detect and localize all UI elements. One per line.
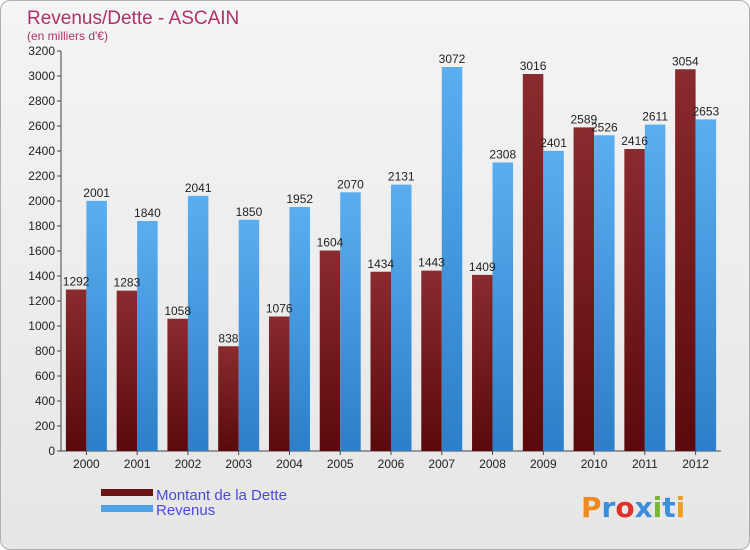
bar-dette: [522, 74, 544, 451]
data-label-revenus: 2611: [642, 110, 668, 124]
y-tick-label: 3200: [28, 44, 55, 58]
bar-revenus: [187, 195, 209, 451]
x-tick-label: 2009: [530, 457, 557, 471]
bar-dette: [624, 149, 645, 451]
axes: 0 200 400 600 800 1000 1200 1400 1600 1800 2000 220…: [28, 44, 721, 471]
y-tick-label: 1000: [28, 319, 55, 333]
data-label-dette: 3016: [520, 59, 547, 73]
bar-dette: [116, 290, 138, 451]
data-label-revenus: 1952: [286, 192, 313, 206]
x-tick-label: 2000: [73, 457, 100, 471]
bar-dette: [268, 316, 290, 451]
bar-revenus: [492, 162, 514, 451]
x-tick-label: 2012: [682, 457, 709, 471]
bar-dette: [472, 274, 493, 451]
bar-dette: [167, 318, 188, 451]
data-label-dette: 1058: [164, 304, 191, 318]
x-tick-label: 2005: [327, 457, 354, 471]
y-tick-label: 0: [48, 444, 55, 458]
data-label-revenus: 2526: [591, 120, 618, 134]
data-label-revenus: 3072: [439, 52, 466, 66]
data-label-dette: 1409: [469, 260, 496, 274]
bar-dette: [675, 69, 696, 451]
data-label-dette: 1443: [418, 256, 445, 270]
legend-swatch-dette: [101, 489, 153, 496]
data-label-dette: 1283: [114, 276, 141, 290]
chart-title: Revenus/Dette - ASCAIN: [27, 8, 239, 29]
y-tick-label: 1400: [28, 269, 55, 283]
legend: Montant de la Dette Revenus: [101, 487, 287, 519]
x-tick-label: 2004: [276, 457, 303, 471]
chart-subtitle: (en milliers d'€): [27, 29, 108, 43]
data-label-revenus: 2070: [337, 177, 364, 191]
bar-revenus: [340, 192, 361, 451]
bar-revenus: [695, 119, 717, 451]
x-tick-label: 2008: [479, 457, 506, 471]
x-tick-label: 2001: [124, 457, 151, 471]
bar-dette: [370, 271, 391, 451]
bar-revenus: [238, 219, 260, 451]
y-tick-label: 1200: [28, 294, 55, 308]
data-label-dette: 1434: [367, 257, 394, 271]
bar-revenus: [289, 207, 310, 451]
y-tick-label: 2600: [28, 119, 55, 133]
data-label-dette: 2589: [570, 112, 597, 126]
bar-dette: [319, 250, 341, 451]
x-tick-label: 2007: [428, 457, 455, 471]
bar-revenus: [391, 184, 412, 451]
data-label-revenus: 2131: [388, 170, 415, 184]
legend-label-dette: Montant de la Dette: [156, 487, 287, 504]
bar-dette: [65, 289, 87, 451]
data-label-revenus: 2653: [693, 104, 720, 118]
y-tick-label: 800: [35, 344, 55, 358]
x-tick-label: 2006: [378, 457, 405, 471]
bar-revenus: [137, 221, 158, 451]
bar-revenus: [86, 200, 107, 451]
x-tick-label: 2002: [175, 457, 202, 471]
proxiti-logo: Proxiti: [581, 491, 685, 524]
bars: [65, 67, 717, 451]
bar-revenus: [441, 67, 463, 451]
y-tick-label: 400: [35, 394, 55, 408]
y-tick-label: 600: [35, 369, 55, 383]
data-label-revenus: 2401: [540, 136, 567, 150]
proxiti-logo-text: Proxiti: [581, 491, 685, 524]
bar-dette: [573, 127, 595, 451]
legend-swatch-revenus: [101, 505, 153, 512]
data-label-dette: 838: [218, 331, 238, 345]
x-tick-label: 2003: [225, 457, 252, 471]
x-tick-label: 2010: [581, 457, 608, 471]
bar-revenus: [594, 135, 615, 451]
y-tick-label: 2800: [28, 94, 55, 108]
bar-dette: [421, 270, 442, 451]
y-tick-label: 2000: [28, 194, 55, 208]
data-label-revenus: 1840: [134, 206, 161, 220]
data-label-dette: 1292: [63, 275, 90, 289]
data-label-revenus: 1850: [236, 205, 263, 219]
data-label-dette: 3054: [672, 54, 699, 68]
data-label-revenus: 2041: [185, 181, 212, 195]
bar-revenus: [644, 124, 666, 451]
y-tick-label: 2200: [28, 169, 55, 183]
data-label-dette: 1076: [266, 302, 293, 316]
y-tick-label: 3000: [28, 69, 55, 83]
data-label-dette: 1604: [317, 236, 344, 250]
data-label-revenus: 2001: [83, 186, 110, 200]
y-tick-label: 1600: [28, 244, 55, 258]
data-labels: 1292 2001 1283 1840 1058 2041 838 1850 1076 1952 1…: [63, 52, 720, 345]
data-label-revenus: 2308: [489, 148, 516, 162]
bar-revenus: [543, 150, 564, 451]
y-tick-label: 200: [35, 419, 55, 433]
legend-label-revenus: Revenus: [156, 502, 215, 519]
y-tick-label: 2400: [28, 144, 55, 158]
x-tick-label: 2011: [632, 457, 658, 471]
data-label-dette: 2416: [621, 134, 648, 148]
bar-dette: [218, 346, 239, 451]
y-tick-label: 1800: [28, 219, 55, 233]
